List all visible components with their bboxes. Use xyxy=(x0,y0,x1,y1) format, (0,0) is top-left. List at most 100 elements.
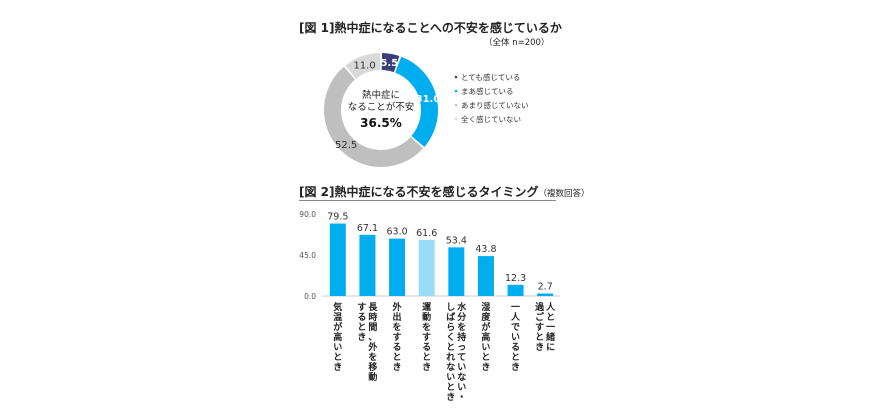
category-label-char: 度 xyxy=(481,311,491,323)
category-label-char: を xyxy=(422,322,431,333)
bar-value-label: 12.3 xyxy=(505,273,526,284)
category-label-char: 分 xyxy=(457,311,466,323)
category-label-char: 過 xyxy=(534,301,545,313)
category-label-char: い xyxy=(511,333,520,343)
figure1-sample-note: （全体 n=200） xyxy=(484,38,550,48)
bar-value-label: 2.7 xyxy=(538,282,553,293)
category-label-char: き xyxy=(393,362,402,373)
figure1-title: [図 1]熱中症になることへの不安を感じているか xyxy=(299,21,562,35)
category-label-char: 水 xyxy=(457,301,467,313)
category-label-char: で xyxy=(511,322,520,333)
category-label-char: す xyxy=(357,302,366,313)
donut-slice-label: 31.0 xyxy=(416,94,441,105)
category-label-char: き xyxy=(357,332,366,343)
category-label-char: す xyxy=(393,332,402,343)
category-label-char: る xyxy=(393,342,402,353)
category-label-char: く xyxy=(446,332,455,343)
category-label-char: き xyxy=(481,362,490,373)
category-label-char: い xyxy=(457,383,466,393)
bar-value-label: 79.5 xyxy=(327,212,348,223)
category-label-char: と xyxy=(546,312,555,323)
category-label-char: い xyxy=(481,343,490,353)
category-label-char: き xyxy=(333,362,342,373)
donut-center-line1: 熱中症に xyxy=(362,89,400,101)
bar xyxy=(448,247,465,296)
legend-marker xyxy=(454,89,458,93)
figure2-title: [図 2]熱中症になる不安を感じるタイミング（複数回答） xyxy=(299,183,590,200)
legend-label: 全く感じていない xyxy=(461,114,521,124)
bar-value-label: 61.6 xyxy=(416,228,437,239)
category-label-char: 長 xyxy=(368,302,378,313)
category-label-char: 湿 xyxy=(481,301,490,313)
category-label-char: が xyxy=(481,321,491,333)
legend-label: まあ感じている xyxy=(461,86,514,96)
category-label-char: 持 xyxy=(457,331,466,343)
category-label-char: 間 xyxy=(368,322,377,333)
category-label-char: 外 xyxy=(392,301,402,313)
y-tick-label: 45.0 xyxy=(299,251,316,260)
category-label-char: と xyxy=(422,352,431,363)
figure2-title-suffix: （複数回答） xyxy=(538,189,590,199)
bar xyxy=(537,293,554,296)
category-label-char: き xyxy=(422,362,431,373)
donut-slice xyxy=(345,53,381,79)
category-label-char: き xyxy=(446,392,455,403)
category-label-char: 動 xyxy=(368,371,377,383)
category-label-char: い xyxy=(457,363,466,373)
bar xyxy=(477,256,494,296)
category-label-char: に xyxy=(546,342,555,353)
category-label-char: が xyxy=(333,321,343,333)
category-label-char: な xyxy=(446,362,455,373)
legend-marker xyxy=(454,117,458,121)
category-label-char: と xyxy=(511,352,520,363)
donut-slice-label: 11.0 xyxy=(353,60,375,71)
bar xyxy=(389,238,406,296)
category-label-char: 高 xyxy=(481,331,490,343)
donut-center-value: 36.5% xyxy=(360,116,402,130)
category-label-char: と xyxy=(446,342,455,353)
category-label-char: 一 xyxy=(511,303,520,313)
bar xyxy=(418,239,435,296)
category-label-char: な xyxy=(457,372,466,383)
category-label-char: 一 xyxy=(546,323,555,333)
category-label-char: し xyxy=(446,302,455,313)
donut-slice xyxy=(381,53,400,73)
category-label-char: ご xyxy=(535,311,545,323)
legend-marker xyxy=(454,75,458,79)
figure2-title-main: [図 2]熱中症になる不安を感じるタイミング xyxy=(299,185,539,199)
category-label-char: 動 xyxy=(422,311,431,323)
category-label-char: 運 xyxy=(422,302,431,313)
legend-label: あまり感じていない xyxy=(461,100,529,110)
category-label-char: と xyxy=(446,382,455,393)
category-label-char: を xyxy=(457,322,466,333)
donut-slice-label: 52.5 xyxy=(335,140,357,151)
donut-slice xyxy=(323,66,424,168)
category-label-char: れ xyxy=(446,352,455,363)
category-label-char: 緒 xyxy=(546,331,555,343)
category-label-char: 温 xyxy=(333,311,342,323)
category-label-char: 移 xyxy=(368,361,377,373)
category-label-char: と xyxy=(333,352,342,363)
donut-slice-label: 5.5 xyxy=(380,58,398,69)
category-label-char: 時 xyxy=(368,311,377,323)
category-label-char: 外 xyxy=(367,341,377,353)
category-label-char: ・ xyxy=(457,393,466,403)
legend-marker xyxy=(454,103,458,107)
bar-value-label: 43.8 xyxy=(475,244,496,255)
donut-slice xyxy=(395,56,439,147)
bar-value-label: 67.1 xyxy=(357,223,378,234)
bar xyxy=(329,223,346,296)
bar xyxy=(359,234,376,296)
category-label-char: っ xyxy=(457,343,466,353)
category-label-char: と xyxy=(357,322,366,333)
category-label-char: き xyxy=(535,342,544,353)
y-tick-label: 0.0 xyxy=(304,292,316,301)
category-label-char: と xyxy=(535,332,544,343)
category-label-char: き xyxy=(511,362,520,373)
category-label-char: 気 xyxy=(333,301,342,313)
category-label-char: 人 xyxy=(510,311,521,323)
category-label-char: 高 xyxy=(333,331,342,343)
bar xyxy=(507,284,524,296)
legend-label: とても感じている xyxy=(461,72,520,82)
category-label-char: 、 xyxy=(368,333,377,343)
